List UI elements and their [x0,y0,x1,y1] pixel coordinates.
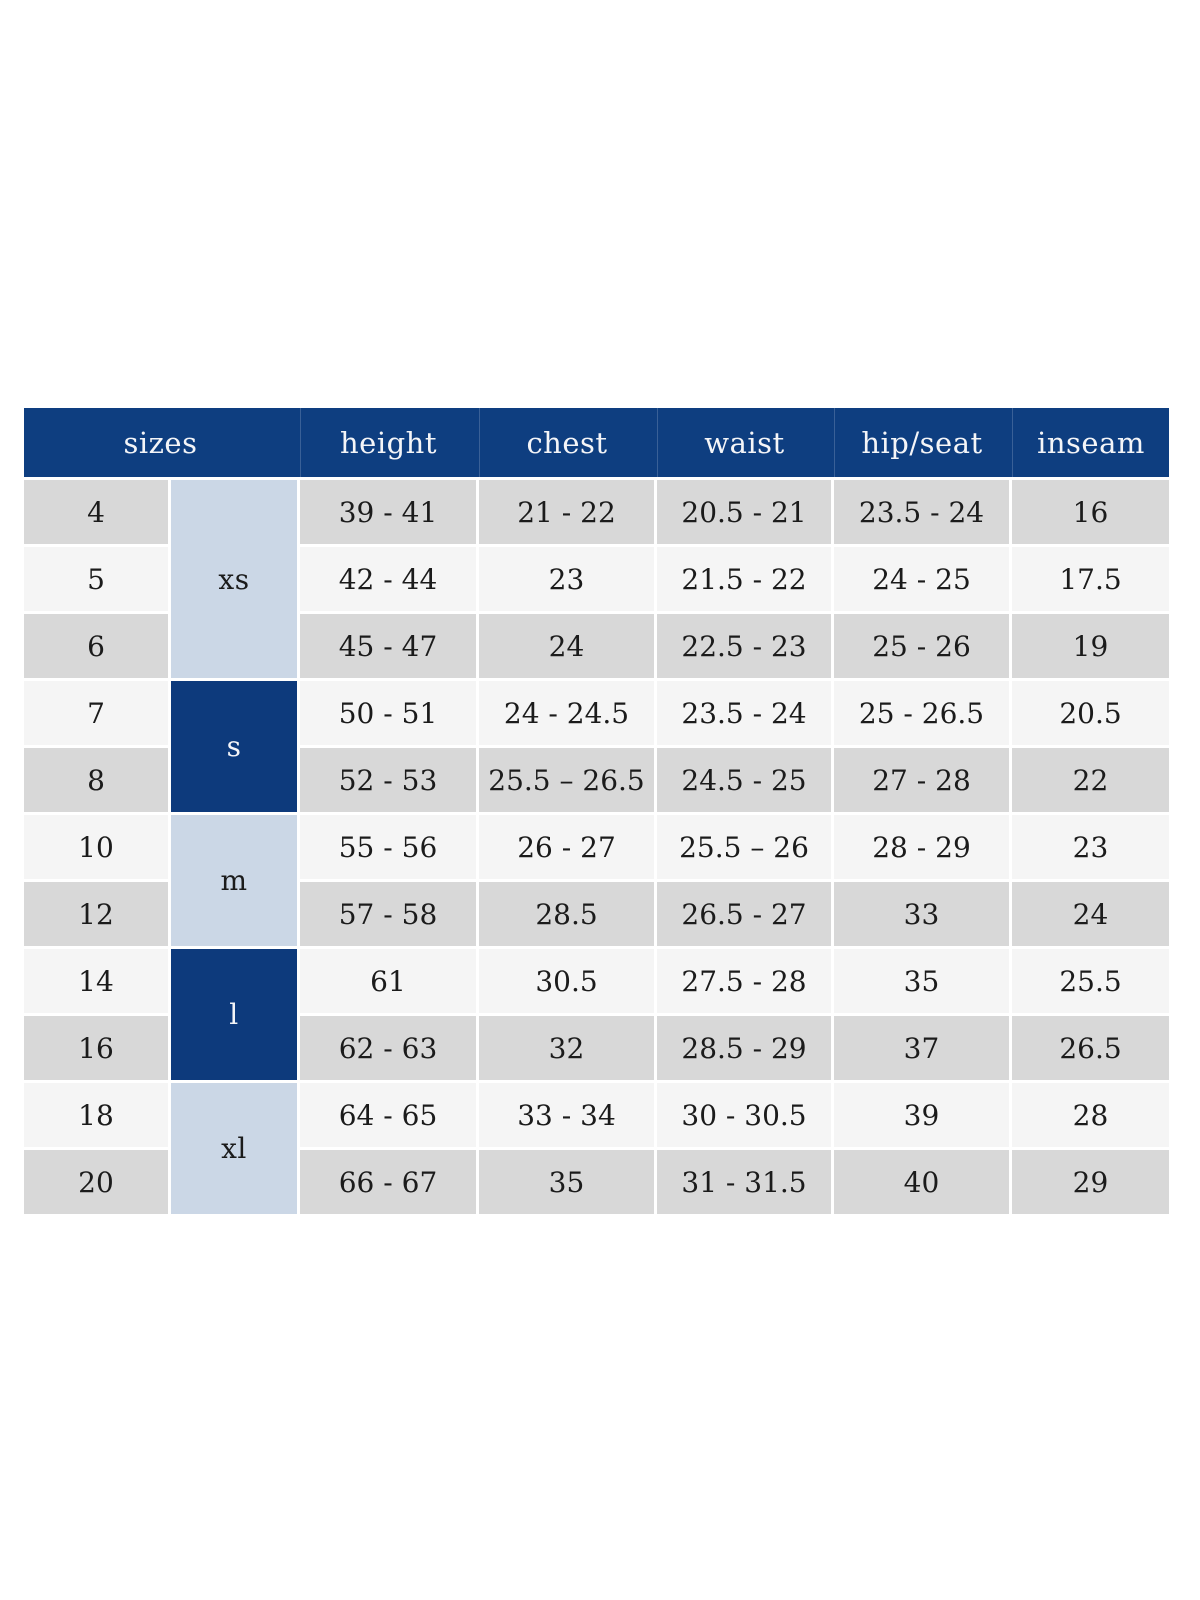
value-cell: 27.5 - 28 [657,949,831,1013]
value-cell: 23 [1012,815,1169,879]
table-header-bar [24,408,1169,477]
size-cell: 8 [24,748,168,812]
value-cell: 23.5 - 24 [657,681,831,745]
value-cell: 24.5 - 25 [657,748,831,812]
value-cell: 45 - 47 [300,614,476,678]
value-cell: 16 [1012,480,1169,544]
value-cell: 31 - 31.5 [657,1150,831,1214]
value-cell: 27 - 28 [834,748,1009,812]
value-cell: 29 [1012,1150,1169,1214]
value-cell: 26 - 27 [479,815,654,879]
value-cell: 30 - 30.5 [657,1083,831,1147]
value-cell: 19 [1012,614,1169,678]
value-cell: 25.5 – 26 [657,815,831,879]
header-cell-waist: waist [657,408,831,477]
value-cell: 22 [1012,748,1169,812]
size-cell: 4 [24,480,168,544]
value-cell: 24 - 25 [834,547,1009,611]
size-cell: 6 [24,614,168,678]
value-cell: 28 - 29 [834,815,1009,879]
size-cell: 18 [24,1083,168,1147]
value-cell: 37 [834,1016,1009,1080]
value-cell: 21 - 22 [479,480,654,544]
value-cell: 25.5 – 26.5 [479,748,654,812]
value-cell: 23 [479,547,654,611]
size-group-cell-l: l [171,949,297,1080]
value-cell: 40 [834,1150,1009,1214]
header-cell-sizes: sizes [123,425,198,460]
value-cell: 28.5 - 29 [657,1016,831,1080]
value-cell: 25.5 [1012,949,1169,1013]
value-cell: 42 - 44 [300,547,476,611]
size-cell: 10 [24,815,168,879]
size-cell: 14 [24,949,168,1013]
value-cell: 52 - 53 [300,748,476,812]
value-cell: 26.5 [1012,1016,1169,1080]
size-group-cell-xl: xl [171,1083,297,1214]
value-cell: 57 - 58 [300,882,476,946]
value-cell: 62 - 63 [300,1016,476,1080]
value-cell: 17.5 [1012,547,1169,611]
size-chart-table: sizes height chest waist hip/seat inseam xs 4 39… [24,408,1169,1214]
value-cell: 28.5 [479,882,654,946]
size-group-cell-s: s [171,681,297,812]
header-cell-inseam: inseam [1012,408,1169,477]
value-cell: 30.5 [479,949,654,1013]
value-cell: 25 - 26 [834,614,1009,678]
value-cell: 20.5 [1012,681,1169,745]
value-cell: 25 - 26.5 [834,681,1009,745]
value-cell: 64 - 65 [300,1083,476,1147]
size-cell: 16 [24,1016,168,1080]
value-cell: 61 [300,949,476,1013]
value-cell: 66 - 67 [300,1150,476,1214]
value-cell: 26.5 - 27 [657,882,831,946]
value-cell: 24 [1012,882,1169,946]
value-cell: 28 [1012,1083,1169,1147]
value-cell: 35 [479,1150,654,1214]
value-cell: 33 [834,882,1009,946]
size-cell: 12 [24,882,168,946]
value-cell: 32 [479,1016,654,1080]
value-cell: 24 - 24.5 [479,681,654,745]
size-cell: 7 [24,681,168,745]
value-cell: 23.5 - 24 [834,480,1009,544]
value-cell: 39 [834,1083,1009,1147]
value-cell: 55 - 56 [300,815,476,879]
header-cell-chest: chest [479,408,654,477]
value-cell: 21.5 - 22 [657,547,831,611]
size-cell: 20 [24,1150,168,1214]
header-cell-hip-seat: hip/seat [834,408,1009,477]
size-cell: 5 [24,547,168,611]
header-cell-height: height [300,408,476,477]
value-cell: 50 - 51 [300,681,476,745]
value-cell: 35 [834,949,1009,1013]
value-cell: 22.5 - 23 [657,614,831,678]
size-group-cell-xs: xs [171,480,297,678]
size-group-cell-m: m [171,815,297,946]
value-cell: 24 [479,614,654,678]
value-cell: 39 - 41 [300,480,476,544]
value-cell: 33 - 34 [479,1083,654,1147]
value-cell: 20.5 - 21 [657,480,831,544]
